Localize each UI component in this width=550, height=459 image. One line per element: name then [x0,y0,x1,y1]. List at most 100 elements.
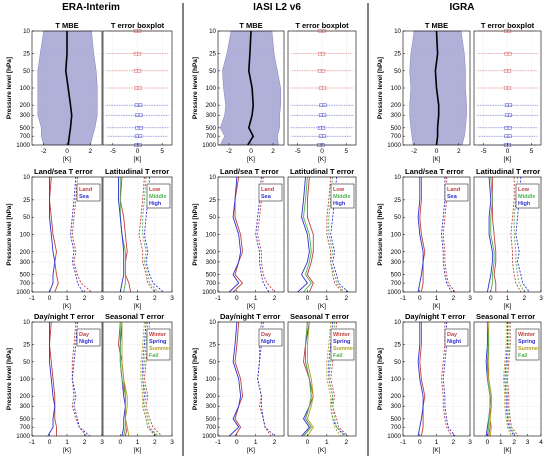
y-tick-label: 700 [206,280,217,287]
x-axis: -1 0 1 2 3 [K] [400,290,472,310]
series-day [49,321,87,437]
boxplot-level [477,69,538,73]
panel-title: Day/night T error [220,312,281,321]
x-axis: 0 1 2 3 [K] [118,290,174,310]
y-tick-label: 700 [391,424,402,431]
boxplot-level [291,69,353,73]
panel-title: Latitudinal T error [290,167,354,176]
x-tick-label: 1 [254,439,258,446]
boxplot-level [291,134,352,138]
x-tick-label: 0 [48,295,52,302]
y-tick-label: 1000 [16,433,30,440]
plot-frame [287,321,357,437]
y-tick-label: 100 [391,376,402,383]
series-fall [486,321,516,437]
x-tick-label: -1 [29,439,35,446]
x-tick-label: 2 [153,295,157,302]
y-tick-label: 700 [391,280,402,287]
legend-frame [444,183,469,202]
std-line-fall [142,321,159,437]
x-axis: -5 0 5 [K] [481,143,534,163]
x-tick-label: 0 [235,439,239,446]
legend-item-spring: Spring [149,339,166,345]
legend-item-sea: Sea [447,194,458,200]
x-axis-label: [K] [247,156,255,163]
mbe-line-high [486,176,493,293]
mbe-line-summer [306,321,314,437]
plot-area [49,176,92,293]
std-line-land [442,177,456,293]
x-tick-label: -5 [110,148,116,155]
y-tick-label: 500 [20,125,31,132]
y-tick-label: 200 [391,393,402,400]
y-tick-label: 300 [391,112,402,119]
y-axis-label: Pressure level [hPa] [6,348,13,410]
x-tick-label: 0 [306,439,310,446]
x-tick-label: -2 [226,148,232,155]
x-tick-label: 5 [160,148,164,155]
x-axis-label: [K] [247,303,255,310]
x-tick-label: 0 [506,148,510,155]
legend-item-fall: Fall [518,353,528,359]
y-tick-label: 25 [209,342,216,349]
legend-item-land: Land [79,187,92,193]
x-tick-label: 3 [170,439,174,446]
legend-item-high: High [518,201,531,207]
boxplot-level [477,86,539,90]
legend-item-spring: Spring [518,339,535,345]
boxplot-level [106,69,169,73]
panel-title: Day/night T error [405,312,466,321]
legend-item-summer: Summer [518,346,541,352]
y-tick-label: 100 [391,85,402,92]
mbe-line-land [49,176,59,293]
plot-area [228,176,275,293]
mbe-line [434,30,440,146]
x-axis-label: [K] [433,447,441,454]
x-axis-label: [K] [63,447,71,454]
legend-item-middle: Middle [333,194,350,200]
x-tick-label: 1 [65,439,69,446]
x-tick-label: -5 [481,148,487,155]
y-tick-label: 200 [391,249,402,256]
series-sea [228,176,270,293]
std-line-low [138,176,156,293]
panel-title: Seasonal T error [290,312,349,321]
plot-frame [473,321,542,437]
y-tick-label: 100 [391,232,402,239]
x-tick-label: 1 [325,439,329,446]
y-tick-label: 10 [209,319,216,326]
plot-area [486,176,530,293]
boxplot-level [477,113,539,117]
x-axis-label: [K] [433,156,441,163]
mbe-line-low [119,176,132,293]
y-tick-label: 700 [20,280,31,287]
panel-title: Latitudinal T error [105,167,169,176]
x-tick-label: 2 [83,439,87,446]
panel-title: T error boxplot [481,21,535,30]
legend-item-winter: Winter [333,332,351,338]
x-tick-label: 0 [65,148,69,155]
y-tick-label: 500 [20,416,31,423]
legend-frame [76,183,101,202]
y-tick-label: 100 [206,376,217,383]
x-tick-label: 5 [344,148,348,155]
x-axis-label: [K] [504,156,512,163]
x-tick-label: -2 [41,148,47,155]
x-tick-label: 1 [325,295,329,302]
x-axis-label: [K] [504,303,512,310]
std-line-night [442,322,456,437]
y-tick-label: 200 [20,393,31,400]
plot-area [477,29,539,147]
y-tick-label: 200 [206,249,217,256]
y-tick-label: 500 [391,416,402,423]
y-tick-label: 200 [206,102,217,109]
x-tick-label: 0 [235,295,239,302]
y-tick-label: 25 [209,197,216,204]
